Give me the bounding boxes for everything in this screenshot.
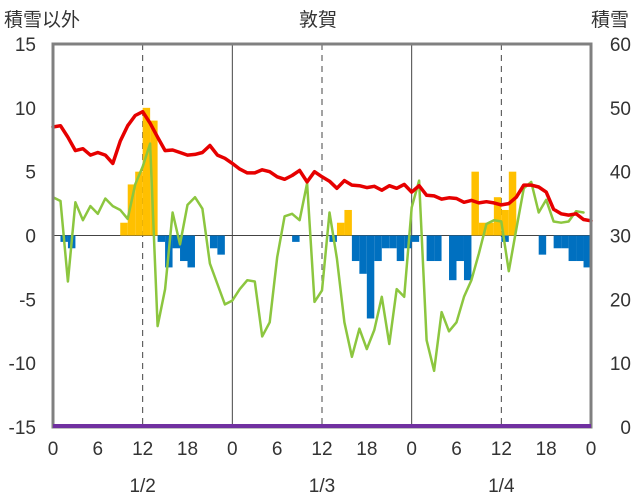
- left-axis-title: 積雪以外: [4, 9, 80, 31]
- snow_decrease-bar: [292, 235, 300, 242]
- snow_decrease-bar: [561, 235, 569, 249]
- snow_decrease-bar: [217, 235, 225, 255]
- snow_decrease-bar: [359, 235, 367, 274]
- temperature-line: [51, 142, 585, 373]
- snow_decrease-bar: [434, 235, 442, 262]
- x-tick-label: 12: [132, 439, 153, 460]
- snow_depth-line: [51, 109, 593, 223]
- snow_decrease-bar: [172, 235, 181, 249]
- snowfall-bar: [486, 222, 494, 236]
- x-tick-label: 0: [48, 439, 59, 460]
- left-tick-label: -15: [9, 418, 36, 439]
- right-tick-label: 50: [610, 99, 631, 120]
- snow_decrease-bar: [568, 235, 577, 262]
- snowfall-bar: [471, 171, 479, 236]
- left-tick-label: 0: [25, 227, 36, 248]
- snow_decrease-bar: [389, 235, 397, 249]
- snow_decrease-bar: [366, 235, 375, 319]
- left-tick-label: -5: [19, 290, 36, 311]
- bar-series: [60, 107, 591, 319]
- chart-title: 敦賀: [299, 9, 337, 31]
- snow_decrease-bar: [463, 235, 472, 281]
- x-tick-label: 6: [272, 439, 283, 460]
- x-tick-label: 6: [93, 439, 104, 460]
- snowfall-bar: [501, 209, 509, 236]
- x-tick-label: 18: [356, 439, 377, 460]
- snowfall-bar: [336, 222, 345, 236]
- x-tick-label: 0: [406, 439, 417, 460]
- snowfall-bar: [120, 222, 128, 236]
- x-tick-label: 18: [536, 439, 557, 460]
- x-date-labels: 1/2 1/3 1/4: [129, 476, 515, 497]
- right-tick-label: 0: [620, 418, 631, 439]
- x-tick-label: 0: [586, 439, 597, 460]
- right-axis-title: 積雪: [591, 9, 629, 31]
- snow_decrease-bar: [180, 235, 188, 262]
- left-tick-label: 5: [25, 163, 36, 184]
- x-tick-label: 6: [451, 439, 462, 460]
- x-tick-label: 12: [311, 439, 332, 460]
- snow_decrease-bar: [374, 235, 382, 262]
- date-label: 1/2: [129, 476, 155, 497]
- right-tick-label: 40: [610, 163, 631, 184]
- snow_decrease-bar: [187, 235, 195, 268]
- snowfall-bar: [344, 209, 352, 236]
- snow_decrease-bar: [351, 235, 360, 262]
- left-tick-label: 15: [15, 35, 36, 56]
- left-axis-ticks: 15 10 5 0 -5 -10 -15: [9, 35, 36, 439]
- line-series: [51, 109, 593, 373]
- snowfall-bar: [508, 171, 517, 236]
- snow_decrease-bar: [583, 235, 591, 268]
- snow_decrease-bar: [449, 235, 457, 281]
- snow_decrease-bar: [538, 235, 547, 255]
- snow_decrease-bar: [381, 235, 390, 249]
- right-axis-ticks: 60 50 40 30 20 10 0: [610, 35, 631, 439]
- right-tick-label: 10: [610, 354, 631, 375]
- snowfall-bar: [493, 197, 502, 236]
- left-tick-label: 10: [15, 99, 36, 120]
- snowfall-bar: [135, 171, 143, 236]
- x-tick-label: 18: [177, 439, 198, 460]
- snow_decrease-bar: [157, 235, 166, 242]
- right-tick-label: 20: [610, 290, 631, 311]
- snowfall-bar: [142, 107, 151, 236]
- left-tick-label: -10: [9, 354, 36, 375]
- snow_decrease-bar: [426, 235, 435, 262]
- x-tick-label: 12: [491, 439, 512, 460]
- snow_decrease-bar: [576, 235, 584, 262]
- right-tick-label: 30: [610, 227, 631, 248]
- snowfall-bar: [127, 184, 136, 236]
- right-tick-label: 60: [610, 35, 631, 56]
- snow_decrease-bar: [411, 235, 420, 242]
- snowfall-bar: [150, 120, 158, 236]
- date-label: 1/4: [488, 476, 515, 497]
- x-tick-label: 0: [227, 439, 238, 460]
- snow_decrease-bar: [553, 235, 562, 249]
- x-axis-ticks: 0 6 12 18 0 6 12 18 0 6 12 18 0: [48, 439, 597, 460]
- snow_decrease-bar: [209, 235, 218, 249]
- date-label: 1/3: [309, 476, 335, 497]
- snowfall-bar: [478, 222, 487, 236]
- snow_decrease-bar: [396, 235, 405, 262]
- snow_decrease-bar: [456, 235, 464, 262]
